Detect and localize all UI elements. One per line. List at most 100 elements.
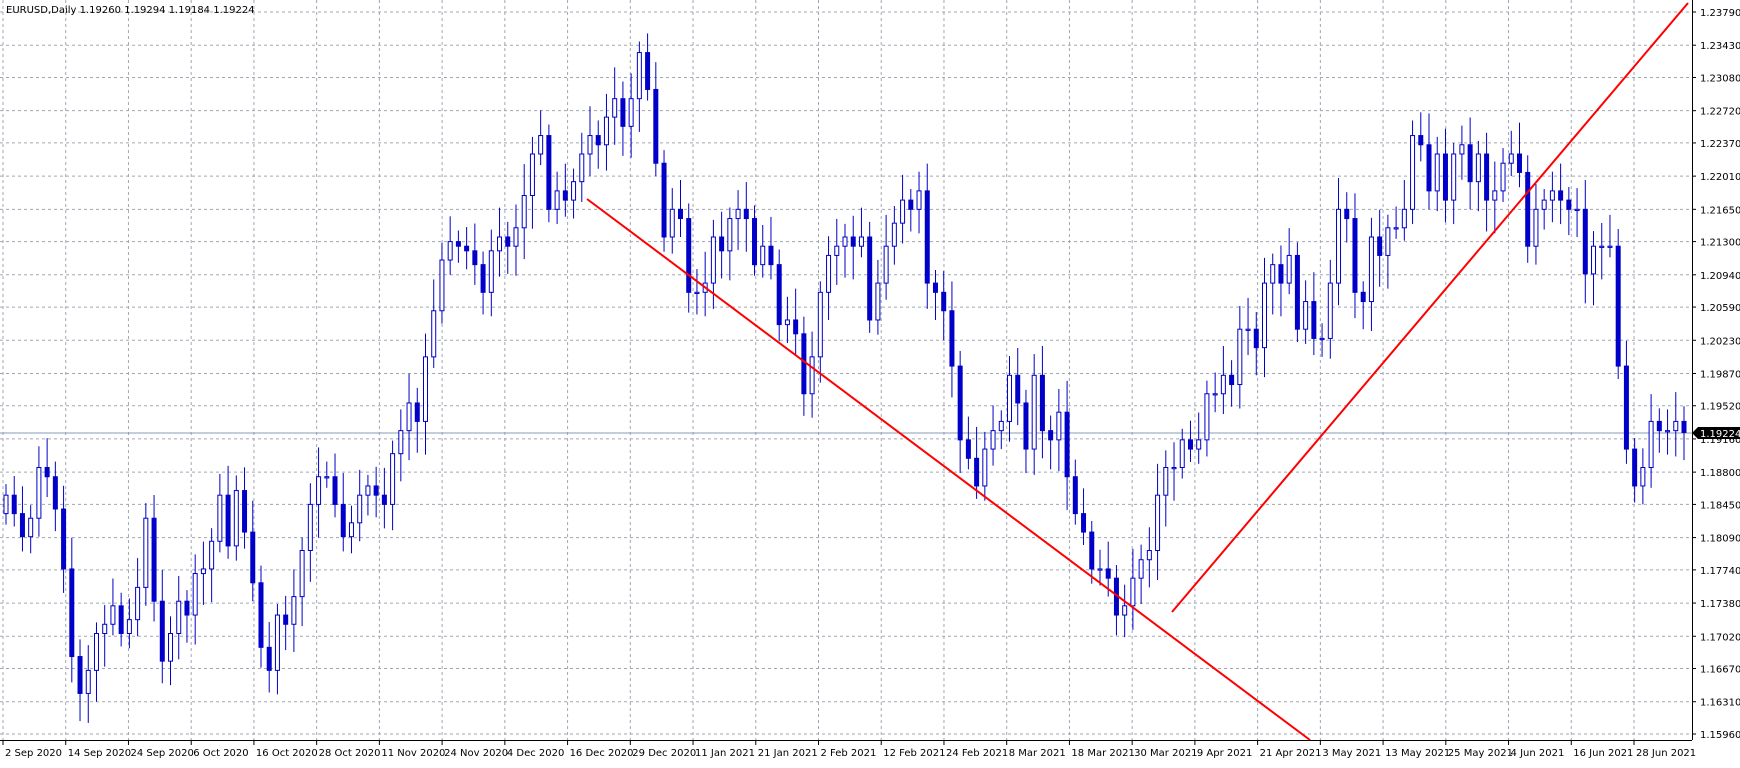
candle-body-bull bbox=[834, 245, 840, 256]
candle bbox=[1105, 541, 1111, 597]
candle bbox=[719, 211, 725, 279]
candle bbox=[1245, 297, 1251, 356]
candle-body-bear bbox=[957, 365, 963, 441]
candle-body-bull bbox=[916, 190, 922, 210]
candle bbox=[1253, 312, 1259, 376]
candle bbox=[1344, 192, 1350, 243]
candle-body-bull bbox=[126, 619, 132, 634]
candle bbox=[316, 447, 322, 538]
candle-body-bear bbox=[595, 135, 601, 146]
x-tick-label: 16 Jun 2021 bbox=[1573, 748, 1633, 759]
y-tick-label: 1.22010 bbox=[1700, 172, 1740, 183]
candle-body-bear bbox=[1615, 245, 1621, 367]
candle-body-bull bbox=[28, 517, 34, 538]
candle bbox=[414, 387, 420, 453]
candle bbox=[340, 473, 346, 552]
candle-body-bear bbox=[686, 218, 692, 293]
candle bbox=[28, 505, 34, 554]
candle bbox=[1632, 438, 1638, 503]
candle-body-bear bbox=[472, 250, 478, 266]
candle bbox=[1558, 163, 1564, 225]
candle bbox=[36, 446, 42, 537]
candle bbox=[900, 174, 906, 244]
candle bbox=[661, 150, 667, 252]
candle-body-bull bbox=[1171, 467, 1177, 470]
candle bbox=[957, 350, 963, 474]
candle-body-bull bbox=[1459, 144, 1465, 155]
candle bbox=[842, 223, 848, 278]
candle bbox=[209, 528, 215, 603]
candle bbox=[768, 216, 774, 280]
candle-body-bear bbox=[151, 517, 157, 602]
candle bbox=[891, 206, 897, 265]
candle bbox=[1516, 122, 1522, 188]
candle-body-bull bbox=[316, 476, 322, 505]
candle bbox=[826, 236, 832, 320]
candle-body-bull bbox=[1508, 153, 1514, 164]
candle-body-bull bbox=[1475, 153, 1481, 183]
x-tick-label: 2 Feb 2021 bbox=[821, 748, 877, 759]
y-tick-label: 1.15960 bbox=[1700, 730, 1740, 741]
candle bbox=[266, 622, 272, 693]
candle bbox=[299, 537, 305, 627]
candle-body-bull bbox=[102, 623, 108, 634]
candle-body-bull bbox=[636, 52, 642, 100]
trendlines[interactable] bbox=[586, 2, 1689, 741]
x-tick-label: 9 Apr 2021 bbox=[1197, 748, 1252, 759]
uptrend-line[interactable] bbox=[1171, 2, 1689, 613]
candle bbox=[932, 270, 938, 320]
x-tick-label: 30 Mar 2021 bbox=[1134, 748, 1197, 759]
y-tick-label: 1.20590 bbox=[1700, 303, 1740, 314]
candle bbox=[752, 205, 758, 276]
candle-body-bull bbox=[1451, 153, 1457, 201]
candle-body-bull bbox=[1549, 190, 1555, 201]
candle-body-bull bbox=[209, 540, 215, 570]
candle bbox=[908, 189, 914, 232]
candle bbox=[1459, 125, 1465, 180]
candle bbox=[1475, 140, 1481, 212]
candle-body-bear bbox=[1089, 531, 1095, 570]
candle bbox=[1155, 463, 1161, 581]
y-tick-label: 1.16310 bbox=[1700, 698, 1740, 709]
candle-body-bear bbox=[258, 582, 264, 648]
downtrend-line[interactable] bbox=[586, 198, 1311, 741]
candle bbox=[390, 440, 396, 531]
candle-body-bull bbox=[1319, 337, 1325, 341]
candle bbox=[743, 182, 749, 252]
candle-body-bull bbox=[694, 291, 700, 295]
candle bbox=[677, 180, 683, 237]
x-tick-label: 2 Sep 2020 bbox=[5, 748, 62, 759]
candle bbox=[1303, 280, 1309, 344]
candle-body-bull bbox=[1401, 208, 1407, 229]
x-tick-label: 28 Jun 2021 bbox=[1636, 748, 1696, 759]
candle-body-bull bbox=[735, 208, 741, 220]
candle-body-bull bbox=[1303, 301, 1309, 330]
candle-body-bear bbox=[1360, 291, 1366, 303]
candle bbox=[883, 214, 889, 300]
candle bbox=[653, 62, 659, 177]
price-tag-value: 1.19224 bbox=[1700, 429, 1740, 440]
candle-body-bear bbox=[44, 467, 50, 478]
candle-body-bear bbox=[1566, 199, 1572, 210]
y-tick-label: 1.19520 bbox=[1700, 402, 1740, 413]
candle-body-bull bbox=[1146, 550, 1152, 561]
candle bbox=[1179, 428, 1185, 479]
candle-body-bear bbox=[1632, 448, 1638, 487]
candle-body-bull bbox=[110, 605, 116, 625]
candle-body-bull bbox=[982, 448, 988, 487]
candle-body-bull bbox=[1434, 153, 1440, 192]
candle-body-bull bbox=[488, 250, 494, 293]
candle bbox=[817, 281, 823, 383]
candle bbox=[513, 204, 519, 276]
candle bbox=[291, 569, 297, 652]
candle-body-bull bbox=[1286, 254, 1292, 284]
candle bbox=[423, 333, 428, 455]
candle-body-bear bbox=[77, 656, 83, 694]
candle bbox=[176, 575, 182, 660]
x-tick-label: 13 May 2021 bbox=[1385, 748, 1450, 759]
candle bbox=[447, 216, 453, 275]
candle-body-bull bbox=[143, 517, 149, 588]
x-tick-label: 6 Oct 2020 bbox=[193, 748, 248, 759]
